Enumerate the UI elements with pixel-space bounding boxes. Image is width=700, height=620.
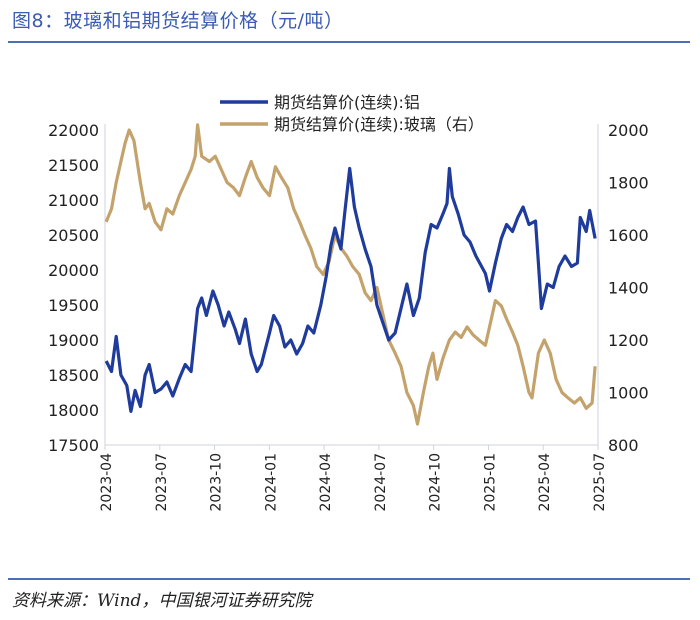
x-tick-label: 2024-01 [263,453,279,512]
left-tick-label: 18500 [48,366,99,385]
left-tick-label: 18000 [48,401,99,420]
x-tick-label: 2025-04 [537,453,553,512]
x-tick-label: 2023-04 [99,453,115,512]
x-tick-label: 2024-10 [428,453,444,512]
legend-label: 期货结算价(连续):玻璃（右） [274,115,484,134]
left-tick-label: 20000 [48,261,99,280]
left-tick-label: 22000 [48,121,99,140]
x-tick-label: 2025-01 [482,453,498,512]
right-y-axis: 800 1000 1200 1400 1600 1800 2000 [608,121,649,455]
figure-title: 图8：玻璃和铝期货结算价格（元/吨） [12,10,344,32]
x-tick-label: 2024-04 [318,453,334,512]
glass-series-line [104,123,597,426]
x-tick-label: 2023-07 [154,453,170,512]
left-tick-label: 19500 [48,296,99,315]
left-tick-label: 21500 [48,156,99,175]
right-tick-label: 800 [608,436,639,455]
plot-frame [104,124,599,446]
right-tick-label: 2000 [608,121,649,140]
title-divider [8,41,690,43]
left-tick-label: 19000 [48,331,99,350]
right-tick-label: 1800 [608,174,649,193]
right-tick-label: 1200 [608,331,649,350]
left-tick-label: 20500 [48,226,99,245]
right-tick-label: 1600 [608,226,649,245]
source-note: 资料来源：Wind，中国银河证券研究院 [12,591,312,611]
source-divider [8,578,690,580]
legend: 期货结算价(连续):铝期货结算价(连续):玻璃（右） [220,93,484,134]
right-tick-label: 1400 [608,279,649,298]
x-tick-label: 2024-07 [373,453,389,512]
x-axis: 2023-04 2023-07 2023-10 2024-01 2024-04 2024-… [99,445,608,512]
left-tick-label: 17500 [48,436,99,455]
left-tick-label: 21000 [48,191,99,210]
right-tick-label: 1000 [608,384,649,403]
x-tick-label: 2023-10 [209,453,225,512]
series-layer [104,123,597,426]
x-tick-label: 2025-07 [592,453,608,512]
legend-label: 期货结算价(连续):铝 [274,93,420,112]
left-y-axis: 17500 18000 18500 19000 19500 20000 20500 21000… [48,121,99,455]
aluminum-series-line [104,166,597,413]
